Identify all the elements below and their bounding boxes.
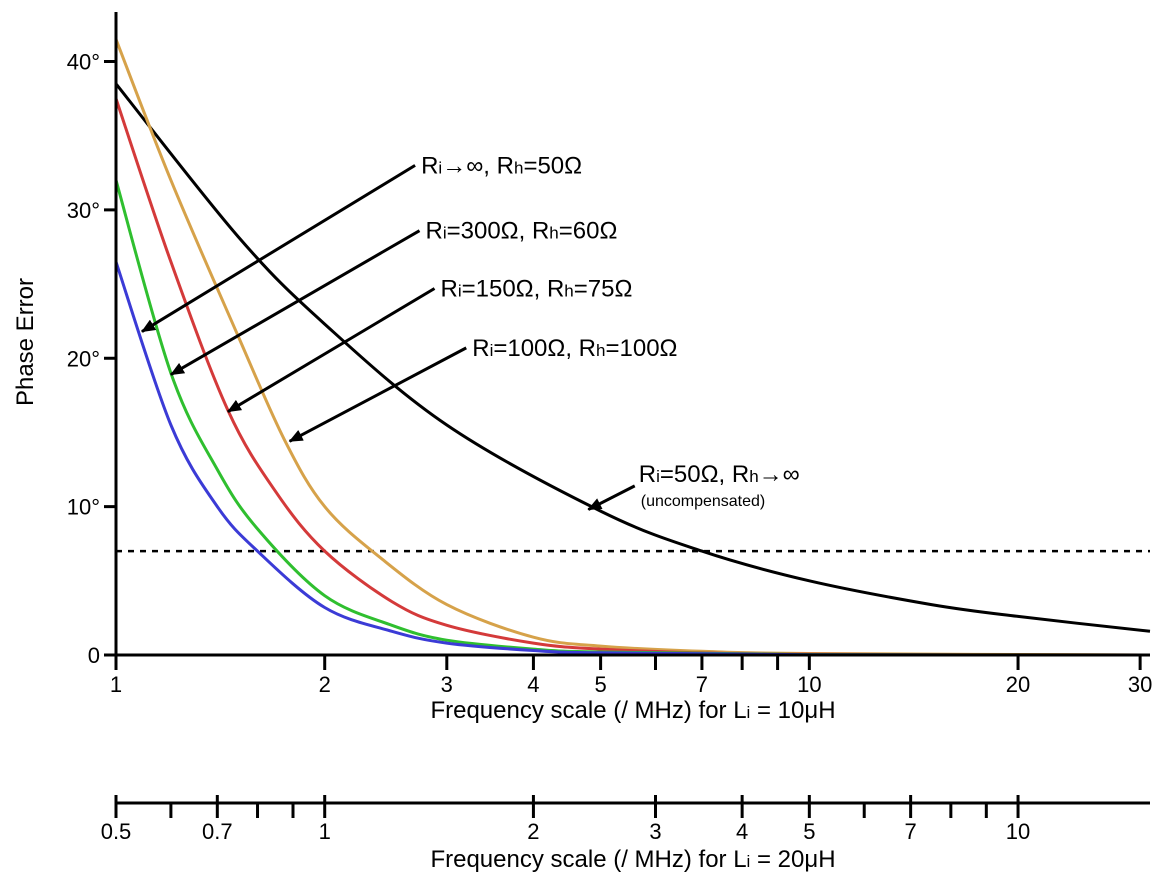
label-text: Frequency scale (/ MHz) for L (430, 846, 746, 873)
subscript-text: h (549, 224, 558, 243)
annotation-arrow-2 (227, 287, 436, 413)
secondary-x-tick-label: 2 (527, 819, 539, 844)
subscript-text: h (596, 341, 605, 360)
label-text: = 20μH (750, 846, 835, 873)
annotation-arrow-3 (288, 346, 467, 443)
subscript-text: h (564, 282, 573, 301)
subscript-text: h (514, 158, 523, 177)
subscript-text: i (438, 158, 442, 177)
secondary-x-tick-label: 1 (319, 819, 331, 844)
series-line-4 (114, 261, 1151, 657)
annotation-label-3: Ri=100Ω, Rh=100Ω (472, 335, 677, 362)
annotation-arrow-1 (170, 229, 421, 376)
label-text: =60Ω (559, 218, 618, 245)
x-axis-title: Frequency scale (/ MHz) for Li = 10μH (430, 697, 835, 724)
secondary-x-tick-label: 4 (736, 819, 748, 844)
x-tick-label: 2 (319, 672, 331, 697)
y-tick-label: 0 (88, 643, 100, 668)
label-text: = 10μH (750, 697, 835, 724)
annotation-label-2: Ri=150Ω, Rh=75Ω (441, 276, 633, 303)
annotation-arrow-4 (587, 484, 636, 511)
label-text: =50Ω (523, 152, 582, 179)
x-tick-label: 30 (1128, 672, 1152, 697)
y-tick-label: 30° (67, 198, 100, 223)
secondary-x-axis-title: Frequency scale (/ MHz) for Li = 20μH (430, 846, 835, 873)
label-text: R (639, 461, 656, 488)
secondary-x-tick-label: 3 (649, 819, 661, 844)
label-text: Frequency scale (/ MHz) for L (430, 697, 746, 724)
subscript-text: i (747, 703, 751, 722)
series-line-2 (114, 98, 1151, 657)
annotation-arrow-0 (141, 164, 416, 333)
subscript-text: i (490, 341, 494, 360)
annotation-label-4: Ri=50Ω, Rh→∞ (639, 461, 800, 488)
x-tick-label: 1 (110, 672, 122, 697)
label-text: =300Ω, R (447, 218, 550, 245)
secondary-x-tick-label: 0.7 (202, 819, 233, 844)
x-tick-label: 10 (797, 672, 821, 697)
x-tick-label: 4 (527, 672, 539, 697)
subscript-text: i (747, 852, 751, 871)
secondary-x-tick-label: 10 (1006, 819, 1030, 844)
label-text: =75Ω (574, 276, 633, 303)
label-text: →∞, R (442, 152, 514, 179)
label-text: =150Ω, R (462, 276, 565, 303)
label-text: =50Ω, R (660, 461, 749, 488)
x-tick-label: 5 (594, 672, 606, 697)
subscript-text: i (458, 282, 462, 301)
subscript-text: i (656, 467, 660, 486)
series-line-0 (114, 82, 1151, 633)
y-tick-label: 20° (67, 346, 100, 371)
label-text: R (426, 218, 443, 245)
y-tick-label: 10° (67, 495, 100, 520)
label-text: R (441, 276, 458, 303)
subscript-text: i (443, 224, 447, 243)
annotation-label-0: Ri→∞, Rh=50Ω (421, 152, 582, 179)
label-text: →∞ (759, 461, 800, 488)
label-text: R (472, 335, 489, 362)
x-tick-label: 7 (696, 672, 708, 697)
secondary-x-tick-label: 5 (803, 819, 815, 844)
x-tick-label: 20 (1006, 672, 1030, 697)
y-tick-label: 40° (67, 50, 100, 75)
secondary-x-tick-label: 7 (905, 819, 917, 844)
label-text: R (421, 152, 438, 179)
secondary-x-tick-label: 0.5 (101, 819, 132, 844)
x-tick-label: 3 (441, 672, 453, 697)
label-text: =100Ω, R (493, 335, 596, 362)
axes-layer: 0 10° 20° 30° 40° 1 2 3 4 5 7 10 20 30 Frequency scale… (67, 12, 1152, 873)
subscript-text: h (749, 467, 758, 486)
label-text: =100Ω (605, 335, 677, 362)
y-axis-title: Phase Error (12, 278, 39, 406)
annotation-label-1: Ri=300Ω, Rh=60Ω (426, 218, 618, 245)
annotation-sublabel-4: (uncompensated) (641, 493, 766, 510)
